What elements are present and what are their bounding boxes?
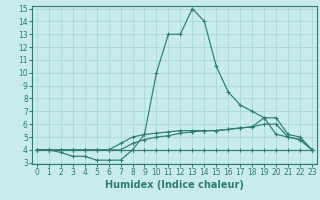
X-axis label: Humidex (Indice chaleur): Humidex (Indice chaleur) — [105, 180, 244, 190]
